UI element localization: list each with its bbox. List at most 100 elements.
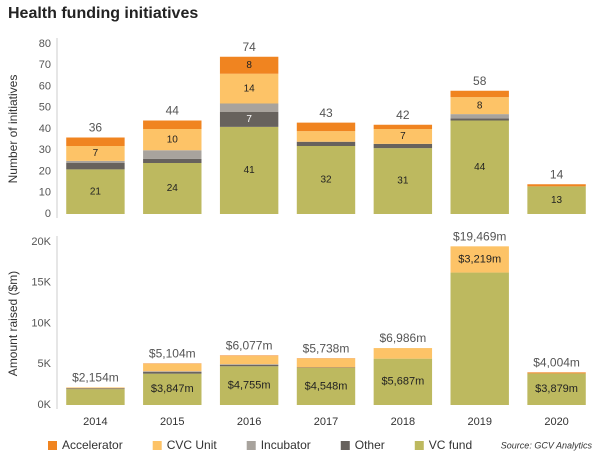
bar-segment [373,358,433,405]
y-axis-label: Number of initiatives [6,75,20,184]
y-tick-label: 5K [38,358,52,370]
total-label: $6,077m [226,339,273,353]
bar-segment [450,114,509,119]
bar-segment [527,186,586,214]
bar-segment [143,158,202,163]
bar-segment [66,389,125,405]
bar-segment [143,129,202,151]
x-tick-label: 2016 [237,416,261,428]
total-label: $6,986m [380,331,427,345]
data-label: 7 [246,114,252,125]
y-tick-label: 0K [38,399,52,411]
total-label: $5,104m [149,347,196,361]
data-label: 44 [474,162,486,173]
total-label: $5,738m [303,341,350,355]
bar-segment [143,163,202,214]
y-tick-label: 60 [39,80,51,92]
y-tick-label: 15K [31,277,51,289]
data-label: 7 [93,148,99,159]
bar-segment [143,120,202,129]
legend-label: Accelerator [62,438,123,452]
total-label: 74 [242,40,256,54]
data-label: $3,879m [535,383,578,395]
legend-label: CVC Unit [167,438,218,452]
x-tick-label: 2015 [160,416,184,428]
x-tick-label: 2018 [391,416,415,428]
x-tick-label: 2019 [467,416,491,428]
y-tick-label: 80 [39,38,51,50]
bar-segment [450,272,509,405]
bar-segment [219,126,279,214]
total-label: 42 [396,108,410,122]
bar-segment [219,366,279,405]
data-label: 31 [397,176,409,187]
bar-segment [527,373,586,405]
bar-segment [219,103,279,112]
bar-segment [373,148,433,214]
bar-segment [219,56,279,74]
data-label: 8 [477,100,483,111]
bar-segment [450,90,509,98]
total-label: 44 [166,104,180,118]
total-label: $2,154m [72,371,119,385]
y-tick-label: 50 [39,102,51,114]
bar-segment [296,141,356,146]
bar-segment [66,387,125,389]
data-label: $4,755m [228,380,271,392]
bar-segment [219,355,279,357]
bar-segment [143,372,202,374]
legend-label: Other [355,438,385,452]
bar-segment [66,146,125,161]
y-tick-label: 20 [39,165,51,177]
total-label: 58 [473,74,487,88]
bar-segment [66,137,125,146]
total-label: 14 [550,167,564,181]
bar-segment [143,150,202,159]
bar-segment [373,143,433,149]
bar-segment [527,184,586,187]
y-tick-label: 10 [39,187,51,199]
bar-segment [66,388,125,390]
data-label: 7 [400,131,406,142]
bar-segment [219,73,279,104]
data-label: 21 [90,186,102,197]
data-label: 24 [167,183,179,194]
data-label: $3,219m [458,253,501,265]
bar-segment [296,358,356,368]
legend-swatch [340,441,350,450]
total-label: $4,004m [533,356,580,370]
bar-segment [373,129,433,144]
bar-segment [450,97,509,115]
y-tick-label: 70 [39,59,51,71]
data-label: $4,548m [305,380,348,392]
legend-label: VC fund [429,438,472,452]
y-tick-label: 0 [45,208,51,220]
data-label: 14 [244,83,256,94]
y-tick-label: 40 [39,123,51,135]
x-tick-label: 2020 [544,416,568,428]
bar-segment [296,367,356,405]
data-label: 13 [551,195,563,206]
bar-segment [219,112,279,127]
bar-segment [66,169,125,214]
total-label: 43 [319,106,333,120]
x-tick-label: 2014 [83,416,107,428]
bar-segment [219,365,279,367]
legend-swatch [48,441,57,450]
total-label: 36 [89,121,103,135]
y-axis-label: Amount raised ($m) [6,271,20,376]
chart-title: Health funding initiatives [8,5,198,22]
source: Source: GCV Analytics [501,440,593,450]
data-label: 41 [244,165,256,176]
bar-segment [143,373,202,405]
bar-segment [296,131,356,142]
data-label: $5,687m [381,376,424,388]
bar-segment [143,371,202,373]
data-label: 10 [167,134,179,145]
bar-segment [66,163,125,170]
bar-segment [143,363,202,372]
legend-swatch [246,441,256,450]
bar-segment [450,246,509,273]
total-label: $19,469m [453,229,506,243]
